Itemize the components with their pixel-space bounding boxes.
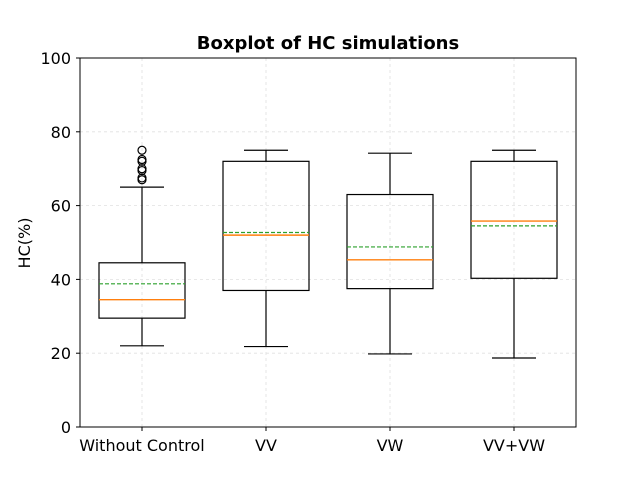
boxes bbox=[98, 145, 558, 359]
box-group bbox=[222, 149, 310, 348]
y-tick-label: 0 bbox=[61, 418, 71, 437]
box-iqr bbox=[98, 262, 186, 319]
y-tick-label: 100 bbox=[40, 49, 71, 68]
chart-title: Boxplot of HC simulations bbox=[197, 33, 459, 54]
x-tick-label: Without Control bbox=[79, 436, 204, 455]
x-tick-label: VW bbox=[377, 436, 404, 455]
outlier-point bbox=[137, 145, 147, 155]
y-tick-label: 80 bbox=[51, 123, 71, 142]
ticks: 0 20 40 60 80 100 Without Control VV VW VV+VW bbox=[40, 49, 545, 455]
box-group bbox=[346, 152, 434, 355]
grid bbox=[80, 57, 576, 428]
y-tick-label: 60 bbox=[51, 197, 71, 216]
outlier-point bbox=[137, 173, 147, 183]
box-group bbox=[98, 145, 186, 347]
y-axis-label: HC(%) bbox=[15, 218, 34, 269]
box-group bbox=[470, 149, 558, 359]
y-tick-label: 20 bbox=[51, 344, 71, 363]
box-iqr bbox=[470, 160, 558, 279]
x-tick-label: VV bbox=[255, 436, 277, 455]
box-iqr bbox=[346, 193, 434, 290]
outlier-point bbox=[137, 154, 147, 165]
outlier-point bbox=[137, 164, 147, 174]
y-tick-label: 40 bbox=[51, 270, 71, 289]
plot-frame bbox=[79, 57, 577, 428]
x-tick-label: VV+VW bbox=[483, 436, 545, 455]
box-iqr bbox=[222, 160, 310, 292]
